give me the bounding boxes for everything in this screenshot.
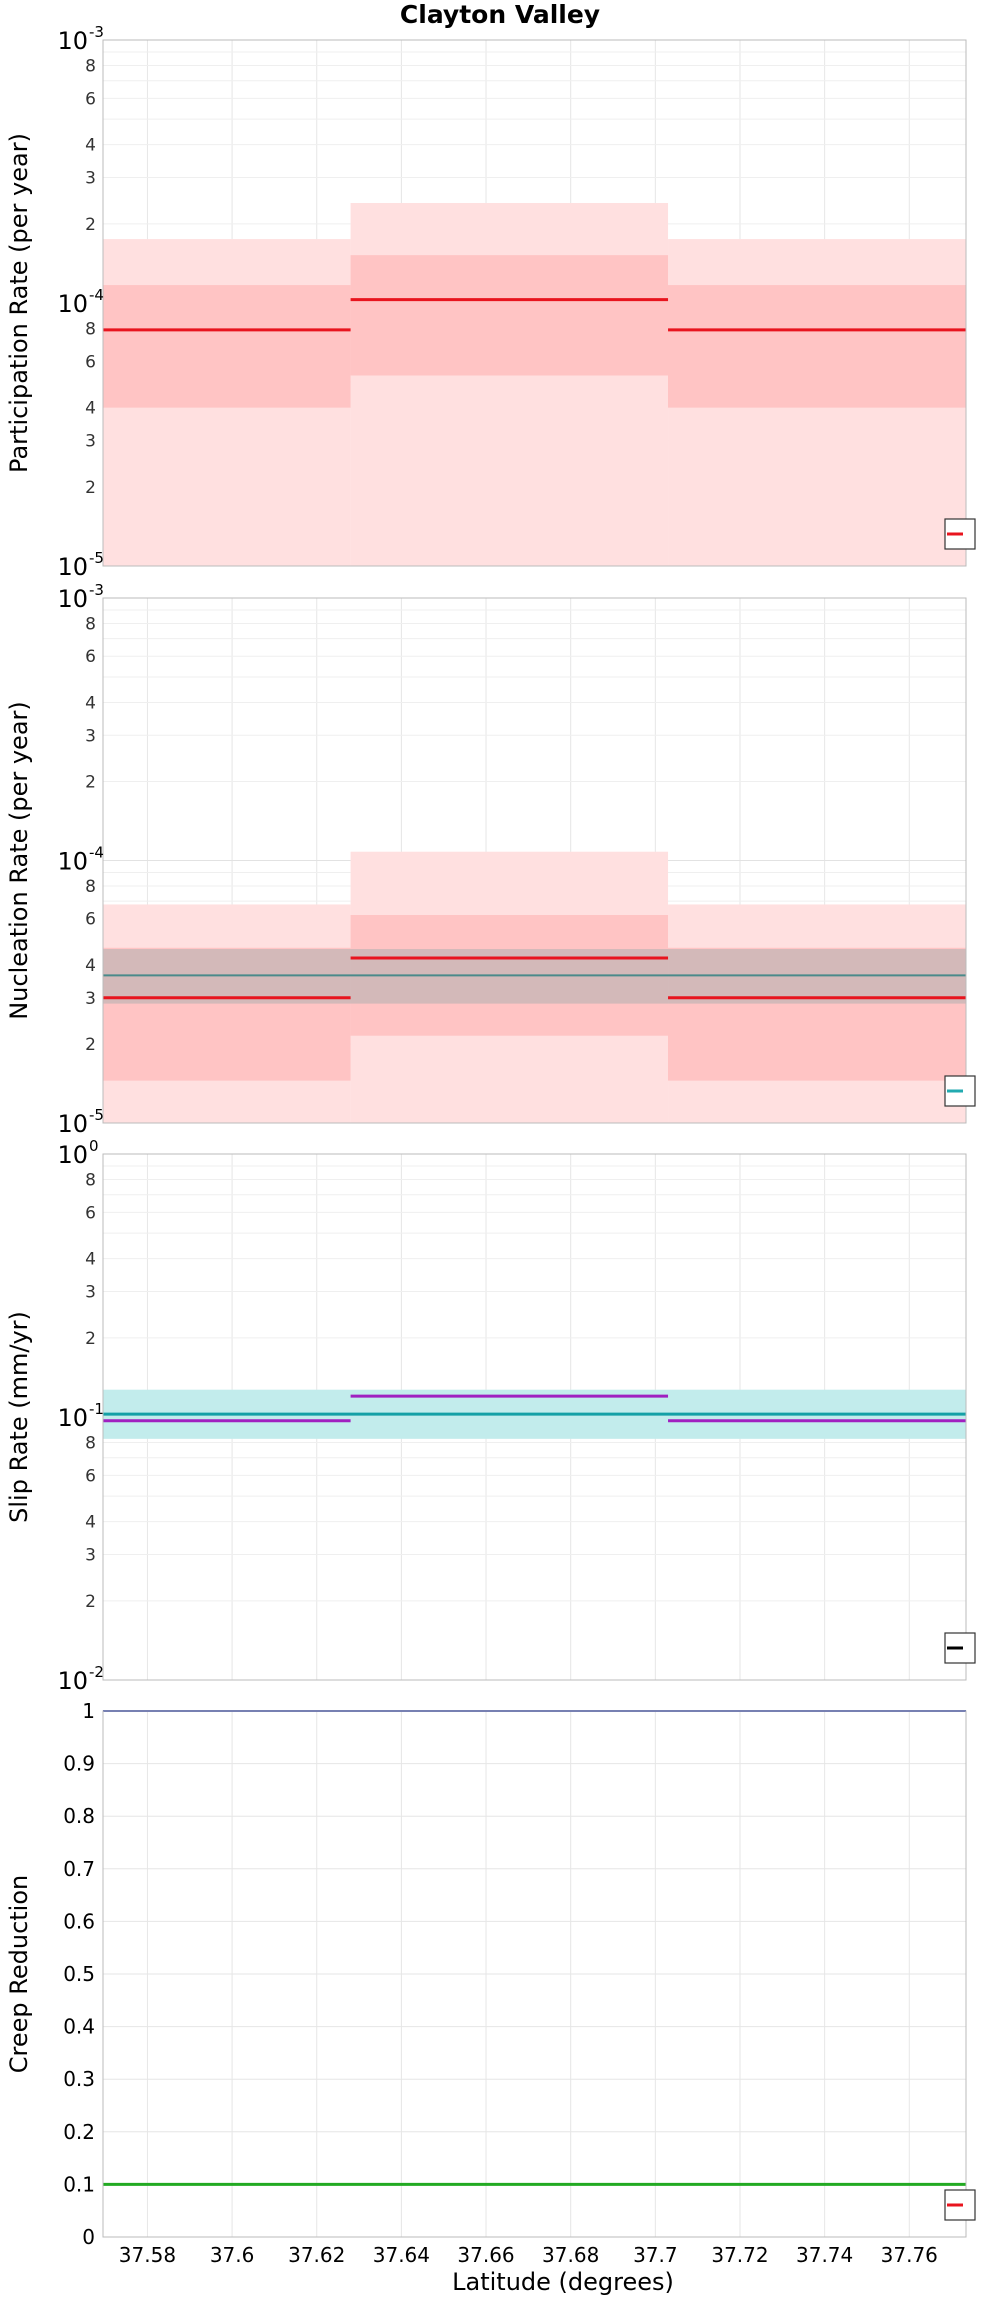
y-minor-tick-label: 2 (85, 478, 96, 498)
y-tick-label: 10 (57, 290, 88, 318)
y-minor-tick-label: 6 (85, 1203, 96, 1223)
x-tick-label: 37.64 (373, 2243, 430, 2267)
y-tick-label: 10 (57, 1667, 88, 1695)
y-minor-tick-label: 3 (85, 989, 96, 1009)
y-tick-exponent: -2 (89, 1663, 104, 1681)
y-tick-label: 10 (57, 1404, 88, 1432)
y-tick-label: 0.8 (63, 1804, 95, 1828)
y-axis-label: Slip Rate (mm/yr) (5, 1311, 33, 1523)
y-tick-label: 0.9 (63, 1752, 95, 1776)
plot-frame (102, 597, 967, 1124)
y-tick-exponent: -3 (89, 581, 104, 599)
plot-frame (102, 1153, 967, 1681)
y-minor-tick-label: 4 (85, 136, 96, 156)
y-minor-tick-label: 3 (85, 726, 96, 746)
uncertainty-band (103, 285, 351, 408)
y-minor-tick-label: 6 (85, 352, 96, 372)
y-minor-tick-label: 2 (85, 772, 96, 792)
x-axis-label: Latitude (degrees) (452, 2268, 674, 2296)
y-minor-tick-label: 3 (85, 1283, 96, 1303)
y-axis-label: Nucleation Rate (per year) (5, 701, 33, 1020)
y-tick-label: 0.7 (63, 1857, 95, 1881)
y-tick-label: 10 (57, 553, 88, 581)
y-tick-exponent: -4 (89, 286, 104, 304)
x-tick-label: 37.58 (119, 2243, 176, 2267)
y-minor-tick-label: 6 (85, 1466, 96, 1486)
y-minor-tick-label: 4 (85, 399, 96, 419)
x-tick-label: 37.7 (633, 2243, 678, 2267)
y-tick-exponent: -5 (89, 1106, 104, 1124)
y-tick-label: 0.1 (63, 2172, 95, 2196)
y-tick-exponent: -1 (89, 1400, 104, 1418)
y-tick-label: 1 (82, 1699, 95, 1723)
y-minor-tick-label: 8 (85, 1170, 96, 1190)
y-minor-tick-label: 4 (85, 1513, 96, 1533)
plot-frame (102, 39, 967, 567)
x-tick-label: 37.72 (711, 2243, 768, 2267)
y-tick-exponent: -4 (89, 844, 104, 862)
y-tick-label: 0.3 (63, 2067, 95, 2091)
y-minor-tick-label: 6 (85, 910, 96, 930)
y-tick-label: 0.2 (63, 2120, 95, 2144)
y-minor-tick-label: 3 (85, 1546, 96, 1566)
y-minor-tick-label: 6 (85, 647, 96, 667)
y-minor-tick-label: 4 (85, 1250, 96, 1270)
x-tick-label: 37.62 (288, 2243, 345, 2267)
y-minor-tick-label: 8 (85, 877, 96, 897)
y-minor-tick-label: 4 (85, 693, 96, 713)
x-tick-label: 37.76 (881, 2243, 938, 2267)
y-minor-tick-label: 2 (85, 215, 96, 235)
y-tick-label: 10 (57, 1110, 88, 1138)
y-minor-tick-label: 8 (85, 56, 96, 76)
y-axis-label: Creep Reduction (5, 1875, 33, 2073)
y-minor-tick-label: 8 (85, 1433, 96, 1453)
y-minor-tick-label: 2 (85, 1035, 96, 1055)
y-minor-tick-label: 8 (85, 319, 96, 339)
y-tick-label: 0.5 (63, 1962, 95, 1986)
y-tick-label: 0.6 (63, 1909, 95, 1933)
x-axis: 37.58 37.6 37.62 37.64 37.66 37.68 37.7 37.72 37… (119, 2243, 938, 2267)
y-minor-tick-label: 8 (85, 614, 96, 634)
y-tick-label: 10 (57, 848, 88, 876)
panel-creep: 0 0.1 0.2 0.3 0.4 0.5 0.6 0.7 0.8 0.9 1 Creep Reduc… (5, 1699, 976, 2249)
y-tick-label: 0.4 (63, 2015, 95, 2039)
y-minor-tick-label: 3 (85, 169, 96, 189)
x-tick-label: 37.66 (457, 2243, 514, 2267)
y-axis-label: Participation Rate (per year) (5, 133, 33, 473)
y-minor-tick-label: 6 (85, 89, 96, 109)
chart-title: Clayton Valley (400, 0, 600, 29)
y-minor-tick-label: 2 (85, 1592, 96, 1612)
uncertainty-band (350, 255, 669, 376)
x-tick-label: 37.74 (796, 2243, 853, 2267)
y-tick-exponent: -3 (89, 23, 104, 41)
x-tick-label: 37.68 (542, 2243, 599, 2267)
y-tick-label: 10 (57, 585, 88, 613)
y-tick-label: 10 (57, 1141, 88, 1169)
y-tick-exponent: -5 (89, 549, 104, 567)
y-tick-exponent: 0 (89, 1137, 99, 1155)
uncertainty-band (668, 285, 966, 408)
y-tick-label: 0 (82, 2225, 95, 2249)
y-minor-tick-label: 4 (85, 956, 96, 976)
y-minor-tick-label: 3 (85, 432, 96, 452)
y-minor-tick-label: 2 (85, 1329, 96, 1349)
x-tick-label: 37.6 (210, 2243, 255, 2267)
plot-frame (102, 1710, 967, 2238)
y-tick-label: 10 (57, 27, 88, 55)
